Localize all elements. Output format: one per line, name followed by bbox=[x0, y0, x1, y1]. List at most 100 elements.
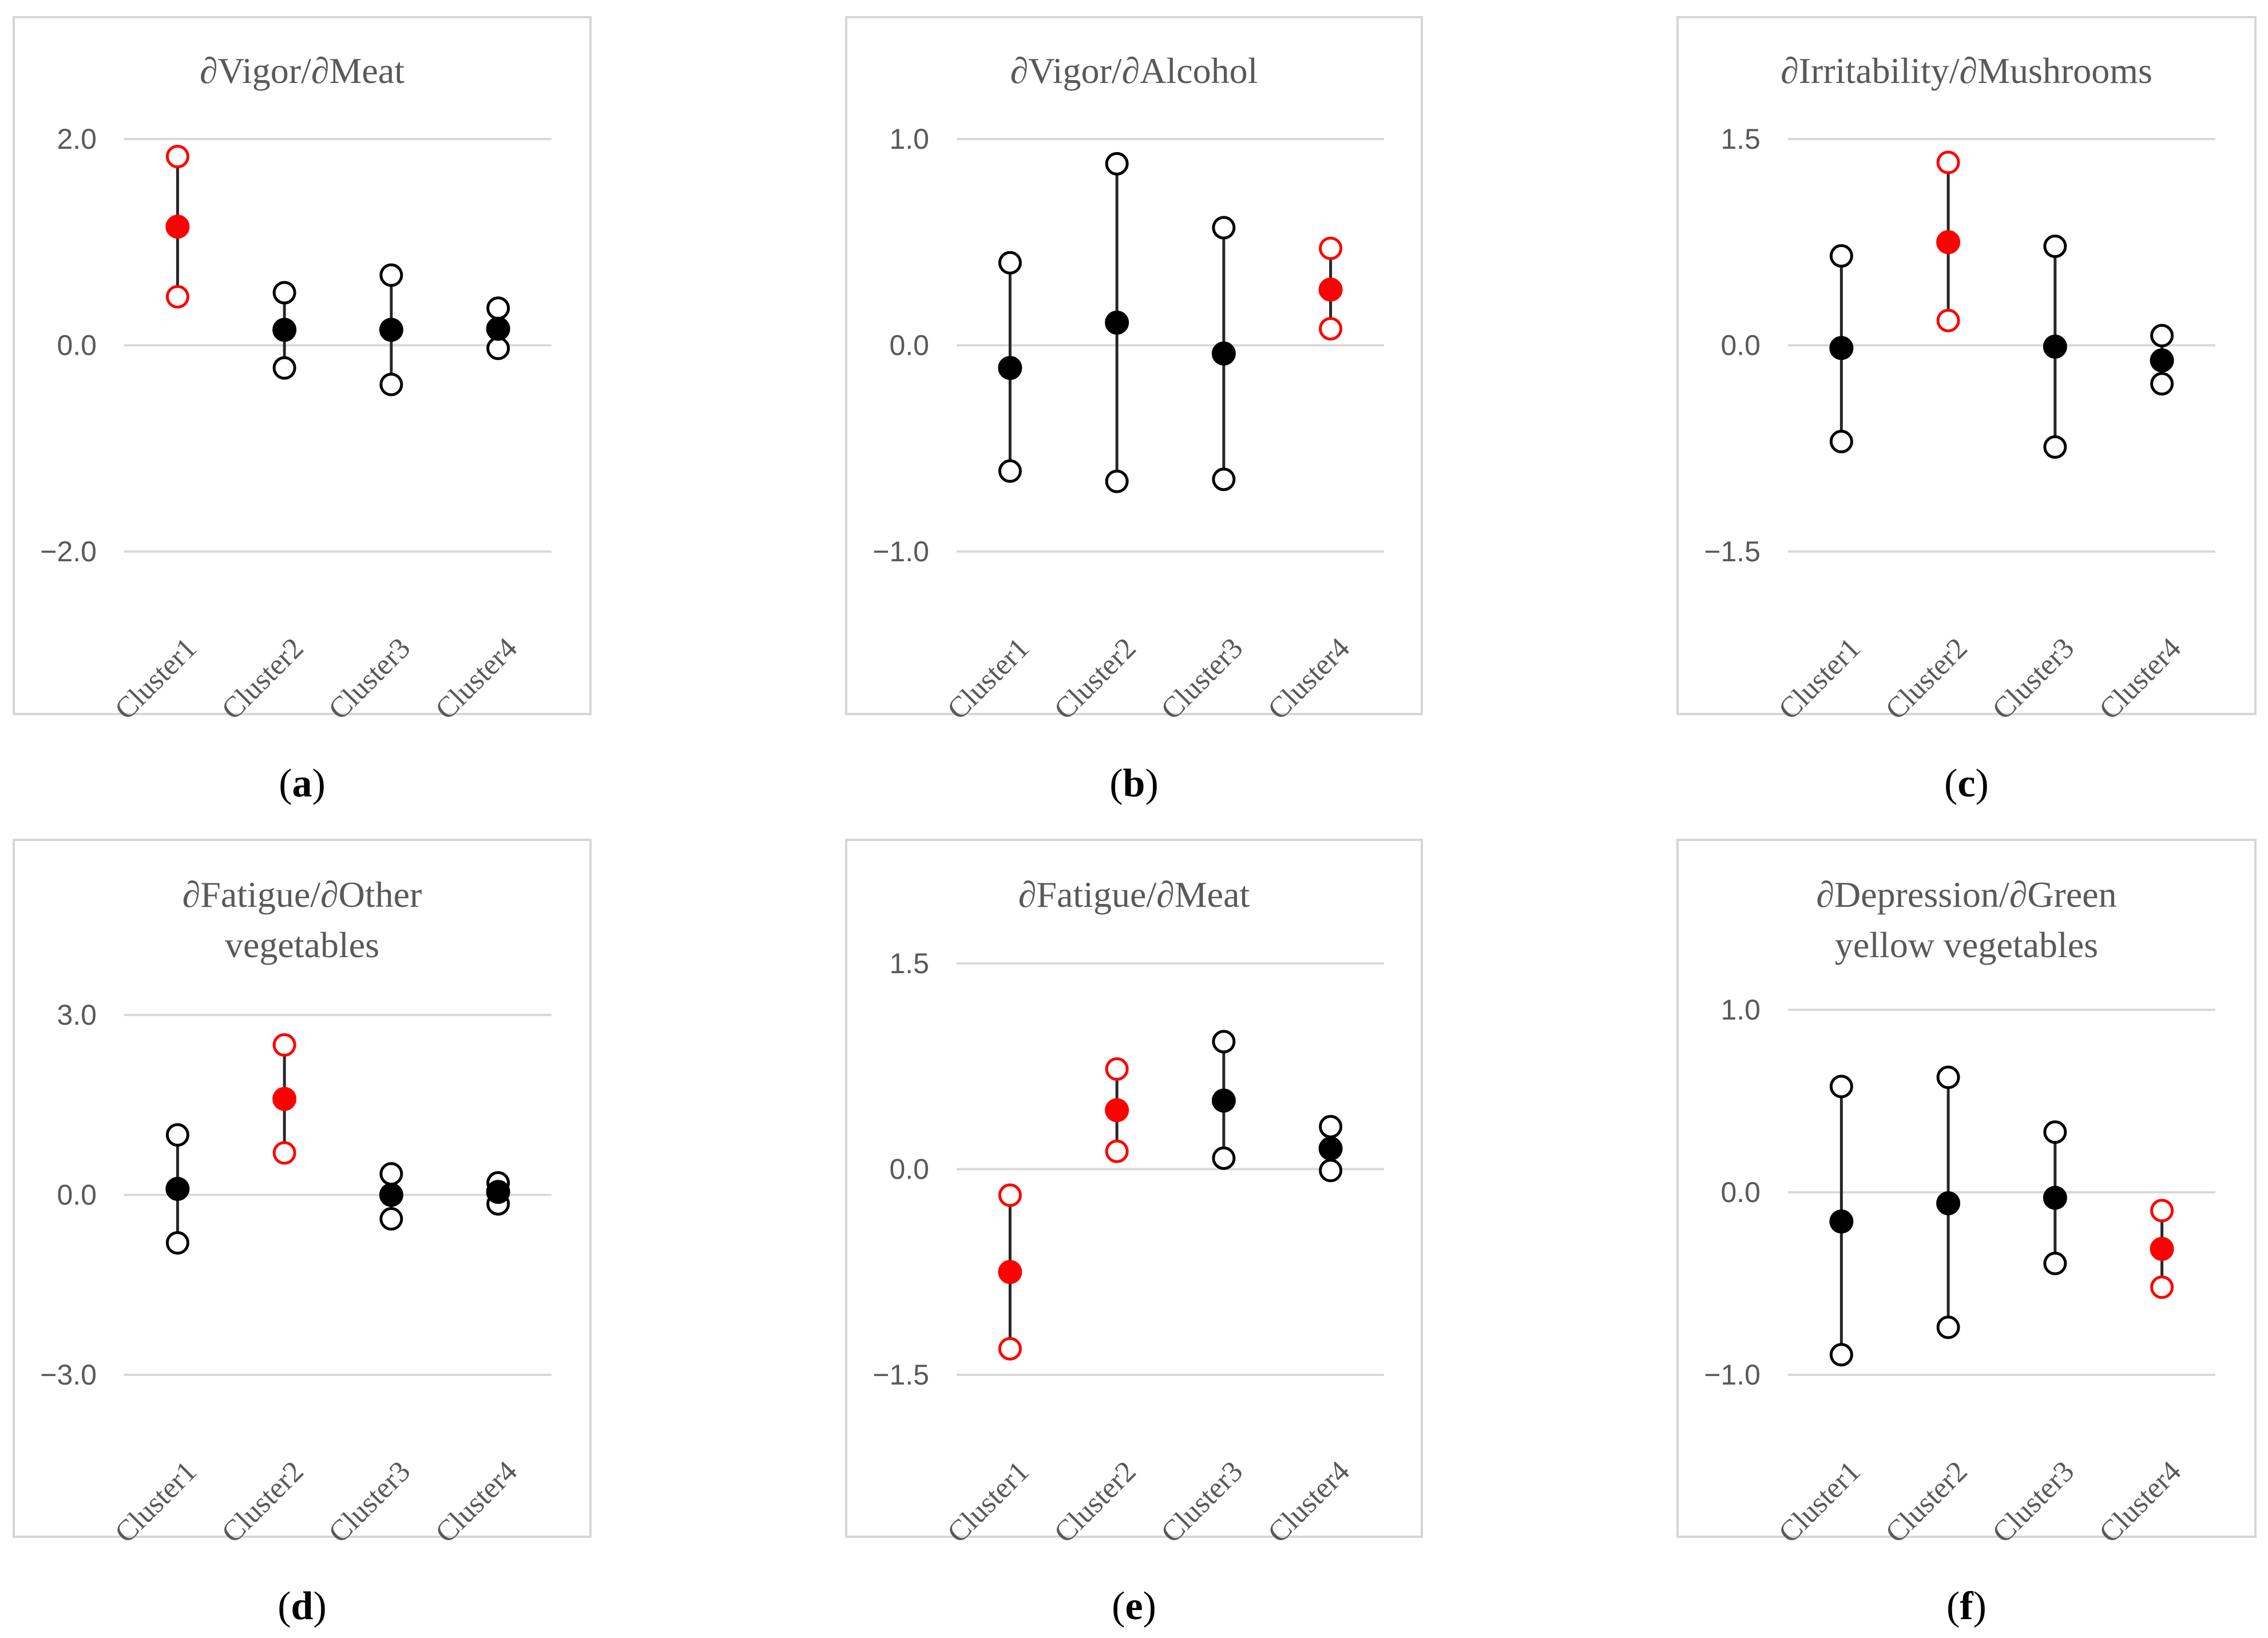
lower-bound-marker bbox=[2043, 1251, 2067, 1275]
lower-bound-marker bbox=[272, 356, 296, 380]
upper-bound-marker bbox=[998, 251, 1022, 275]
upper-bound-marker bbox=[2043, 234, 2067, 258]
estimate-marker bbox=[998, 1260, 1022, 1284]
upper-bound-marker bbox=[1936, 1065, 1960, 1089]
estimate-marker bbox=[2043, 1185, 2067, 1210]
lower-bound-marker bbox=[165, 1231, 189, 1255]
upper-bound-marker bbox=[2150, 324, 2174, 348]
estimate-marker bbox=[2043, 334, 2067, 359]
lower-bound-marker bbox=[1319, 317, 1343, 341]
estimate-marker bbox=[1829, 336, 1854, 360]
chart-title: ∂Depression/∂Green bbox=[1816, 874, 2116, 915]
y-tick-label: −3.0 bbox=[40, 1359, 97, 1391]
y-tick-label: −1.0 bbox=[1704, 1359, 1761, 1391]
lower-bound-marker bbox=[1212, 467, 1236, 491]
panel-caption: (a) bbox=[279, 762, 326, 806]
lower-bound-marker bbox=[379, 1207, 403, 1231]
chart-title: ∂Vigor/∂Meat bbox=[200, 50, 405, 91]
y-tick-label: 1.0 bbox=[889, 123, 929, 155]
lower-bound-marker bbox=[165, 285, 189, 309]
lower-bound-marker bbox=[1936, 308, 1960, 332]
panel-caption: (c) bbox=[1944, 762, 1989, 806]
chart-panel-f: 1.0 0.0 −1.0 ∂Depression/∂Green yellow veget… bbox=[1676, 839, 2257, 1628]
lower-bound-marker bbox=[1936, 1315, 1960, 1339]
y-tick-label: 3.0 bbox=[57, 999, 97, 1031]
upper-bound-marker bbox=[2150, 1199, 2174, 1223]
estimate-marker bbox=[165, 1177, 190, 1201]
lower-bound-marker bbox=[272, 1141, 296, 1165]
y-tick-label: 0.0 bbox=[889, 330, 929, 362]
upper-bound-marker bbox=[379, 1162, 403, 1186]
estimate-marker bbox=[1105, 310, 1129, 335]
y-tick-label: 1.0 bbox=[1720, 994, 1761, 1026]
lower-bound-marker bbox=[2150, 372, 2174, 396]
upper-bound-marker bbox=[1829, 1074, 1853, 1098]
lower-bound-marker bbox=[1212, 1146, 1236, 1170]
chart-title: ∂Fatigue/∂Other bbox=[183, 874, 422, 915]
estimate-marker bbox=[1211, 1088, 1236, 1113]
upper-bound-marker bbox=[165, 1123, 189, 1147]
y-tick-label: 0.0 bbox=[1720, 1176, 1761, 1208]
estimate-marker bbox=[2150, 1236, 2174, 1261]
lower-bound-marker bbox=[998, 459, 1022, 483]
estimate-marker bbox=[998, 356, 1022, 380]
chart-panel-d: 3.00.0−3.0∂Fatigue/∂OthervegetablesClust… bbox=[13, 839, 592, 1628]
panel-caption: (e) bbox=[1112, 1584, 1156, 1628]
estimate-marker bbox=[1936, 1191, 1961, 1216]
y-tick-label: 1.5 bbox=[889, 947, 929, 979]
y-tick-label: −2.0 bbox=[40, 536, 97, 568]
estimate-marker bbox=[1105, 1098, 1129, 1123]
upper-bound-marker bbox=[272, 1033, 296, 1057]
chart-title: ∂Vigor/∂Alcohol bbox=[1010, 50, 1258, 91]
panel-frame bbox=[13, 16, 592, 715]
upper-bound-marker bbox=[272, 281, 296, 305]
lower-bound-marker bbox=[1105, 469, 1129, 493]
estimate-marker bbox=[272, 1086, 297, 1111]
lower-bound-marker bbox=[2150, 1275, 2174, 1299]
lower-bound-marker bbox=[1105, 1139, 1129, 1163]
chart-title: yellow vegetables bbox=[1835, 925, 2098, 965]
panel-caption: (d) bbox=[277, 1584, 327, 1628]
upper-bound-marker bbox=[998, 1183, 1022, 1207]
y-tick-label: 1.5 bbox=[1720, 123, 1761, 155]
upper-bound-marker bbox=[2043, 1120, 2067, 1144]
chart-title: ∂Fatigue/∂Meat bbox=[1018, 874, 1250, 915]
y-tick-label: 0.0 bbox=[889, 1153, 929, 1185]
estimate-marker bbox=[272, 318, 297, 342]
estimate-marker bbox=[1936, 230, 1961, 255]
y-tick-label: 0.0 bbox=[57, 330, 97, 362]
estimate-marker bbox=[1318, 1136, 1343, 1161]
estimate-marker bbox=[1211, 341, 1236, 366]
upper-bound-marker bbox=[1105, 1057, 1129, 1081]
chart-title: vegetables bbox=[225, 925, 379, 965]
upper-bound-marker bbox=[486, 296, 510, 320]
chart-panel-c: 1.50.0−1.5∂Irritability/∂MushroomsCluste… bbox=[1676, 16, 2257, 806]
estimate-marker bbox=[1318, 277, 1343, 302]
chart-title: ∂Irritability/∂Mushrooms bbox=[1781, 50, 2152, 91]
upper-bound-marker bbox=[1105, 152, 1129, 176]
panel-frame bbox=[845, 839, 1423, 1538]
upper-bound-marker bbox=[1212, 1030, 1236, 1054]
y-tick-label: −1.5 bbox=[1704, 536, 1761, 568]
estimate-marker bbox=[2150, 348, 2174, 372]
panel-caption: (b) bbox=[1109, 762, 1159, 806]
lower-bound-marker bbox=[2043, 435, 2067, 459]
estimate-marker bbox=[1829, 1209, 1854, 1234]
lower-bound-marker bbox=[1319, 1159, 1343, 1183]
upper-bound-marker bbox=[1936, 150, 1960, 174]
estimate-marker bbox=[379, 318, 403, 342]
estimate-marker bbox=[486, 316, 510, 341]
y-tick-label: 0.0 bbox=[57, 1179, 97, 1211]
panel-caption: (f) bbox=[1946, 1584, 1987, 1628]
estimate-marker bbox=[379, 1183, 403, 1207]
upper-bound-marker bbox=[1319, 236, 1343, 260]
upper-bound-marker bbox=[1212, 216, 1236, 240]
upper-bound-marker bbox=[165, 145, 189, 169]
lower-bound-marker bbox=[1829, 1343, 1853, 1367]
panel-frame bbox=[1676, 839, 2257, 1538]
lower-bound-marker bbox=[486, 336, 510, 360]
